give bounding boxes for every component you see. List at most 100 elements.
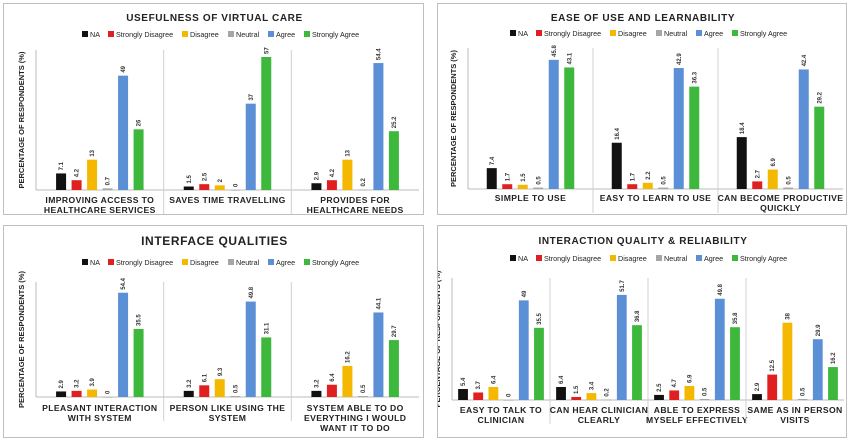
- data-label: 6.4: [330, 373, 336, 382]
- legend-swatch: [304, 31, 310, 37]
- y-axis-label: PERCENTAGE OF RESPONDENTS (%): [438, 270, 442, 407]
- data-label: 45.8: [552, 45, 558, 57]
- category-label: CLINICIAN: [477, 415, 524, 425]
- bar: [627, 184, 638, 189]
- legend-swatch: [182, 31, 188, 37]
- legend-swatch: [656, 255, 662, 261]
- bar: [214, 379, 225, 397]
- chart-interface-qualities: INTERFACE QUALITIES NA Strongly Disagree Di…: [17, 234, 419, 433]
- bar: [261, 337, 272, 397]
- data-label: 3.2: [75, 379, 81, 388]
- data-label: 3.2: [314, 379, 320, 388]
- category-label: PROVIDES FOR: [320, 195, 390, 205]
- legend-swatch: [268, 31, 274, 37]
- data-label: 2: [218, 178, 224, 182]
- data-label: 3.4: [589, 381, 595, 390]
- bar: [798, 69, 809, 189]
- bar: [230, 396, 241, 397]
- chart-interaction-quality: INTERACTION QUALITY & RELIABILITY NA Stron…: [438, 236, 844, 425]
- data-label: 37: [249, 93, 255, 100]
- legend-label: Neutral: [236, 30, 260, 39]
- data-label: 0.5: [786, 176, 792, 185]
- bar: [245, 103, 256, 190]
- legend-swatch: [696, 30, 702, 36]
- chart-ease-of-use: EASE OF USE AND LEARNABILITY NA Strongly D…: [449, 13, 843, 213]
- data-label: 29.7: [392, 325, 398, 337]
- legend-label: Disagree: [618, 29, 647, 38]
- data-label: 42.9: [677, 53, 683, 65]
- legend-swatch: [610, 255, 616, 261]
- category-label: PLEASANT INTERACTION: [42, 403, 157, 413]
- data-label: 4.7: [672, 378, 678, 387]
- bar: [616, 294, 627, 400]
- data-label: 2.9: [314, 171, 320, 180]
- data-label: 54.4: [121, 277, 127, 289]
- data-label: 18.4: [740, 122, 746, 134]
- data-label: 0.5: [233, 384, 239, 393]
- legend-label: Neutral: [236, 258, 260, 267]
- data-label: 5.4: [461, 377, 467, 386]
- data-label: 2.7: [755, 169, 761, 178]
- bar: [502, 184, 513, 189]
- legend-swatch: [610, 30, 616, 36]
- data-label: 2.9: [755, 382, 761, 391]
- bar: [118, 75, 129, 190]
- category-label: HEALTHCARE NEEDS: [307, 205, 404, 215]
- bar: [199, 184, 210, 190]
- data-label: 16.2: [345, 351, 351, 363]
- bar: [571, 396, 582, 400]
- data-label: 9.3: [218, 367, 224, 376]
- data-label: 0.5: [703, 387, 709, 396]
- bar: [87, 389, 98, 397]
- bar: [518, 300, 529, 400]
- bar: [658, 187, 669, 189]
- bar: [517, 184, 528, 189]
- bar: [326, 384, 337, 397]
- data-label: 26: [137, 119, 143, 126]
- chart-usefulness: USEFULNESS OF VIRTUAL CARE NA Strongly Dis…: [17, 13, 419, 215]
- bar: [782, 322, 793, 400]
- category-label: SAVES TIME TRAVELLING: [169, 195, 285, 205]
- data-label: 42.4: [802, 54, 808, 66]
- bar: [56, 391, 67, 397]
- bar: [488, 386, 499, 400]
- data-label: 49.8: [249, 286, 255, 298]
- data-label: 13: [345, 149, 351, 156]
- chart-title: USEFULNESS OF VIRTUAL CARE: [126, 13, 303, 24]
- legend-label: NA: [90, 258, 100, 267]
- data-label: 1.5: [521, 173, 527, 182]
- data-label: 43.1: [567, 52, 573, 64]
- chart-title: EASE OF USE AND LEARNABILITY: [551, 13, 735, 24]
- legend-swatch: [82, 259, 88, 265]
- bar: [473, 392, 484, 400]
- category-label: SYSTEM: [209, 413, 247, 423]
- bar: [102, 397, 113, 398]
- legend-swatch: [268, 259, 274, 265]
- data-label: 3.9: [90, 378, 96, 387]
- bar: [642, 182, 653, 189]
- category-label: HEALTHCARE SERVICES: [44, 205, 156, 215]
- data-label: 25.2: [392, 116, 398, 128]
- category-label: CLEARLY: [578, 415, 621, 425]
- legend-label: Strongly Disagree: [116, 258, 173, 267]
- data-label: 57: [264, 47, 270, 54]
- data-label: 0: [507, 393, 513, 397]
- bar: [767, 169, 778, 189]
- bar: [311, 390, 322, 397]
- legend-swatch: [108, 31, 114, 37]
- legend-swatch: [510, 255, 516, 261]
- legend-label: Strongly Disagree: [544, 254, 601, 263]
- y-axis-label: PERCENTAGE OF RESPONDENTS (%): [17, 51, 26, 188]
- legend-label: Disagree: [190, 30, 219, 39]
- data-label: 0.2: [605, 388, 611, 397]
- bar: [828, 367, 838, 400]
- legend-label: Strongly Agree: [740, 254, 787, 263]
- category-label: ABLE TO EXPRESS: [654, 405, 741, 415]
- bar: [797, 398, 808, 400]
- data-label: 0: [233, 183, 239, 187]
- bar: [133, 129, 144, 190]
- bar: [752, 394, 762, 400]
- legend-swatch: [182, 259, 188, 265]
- category-label: VISITS: [780, 415, 810, 425]
- bar: [503, 400, 514, 401]
